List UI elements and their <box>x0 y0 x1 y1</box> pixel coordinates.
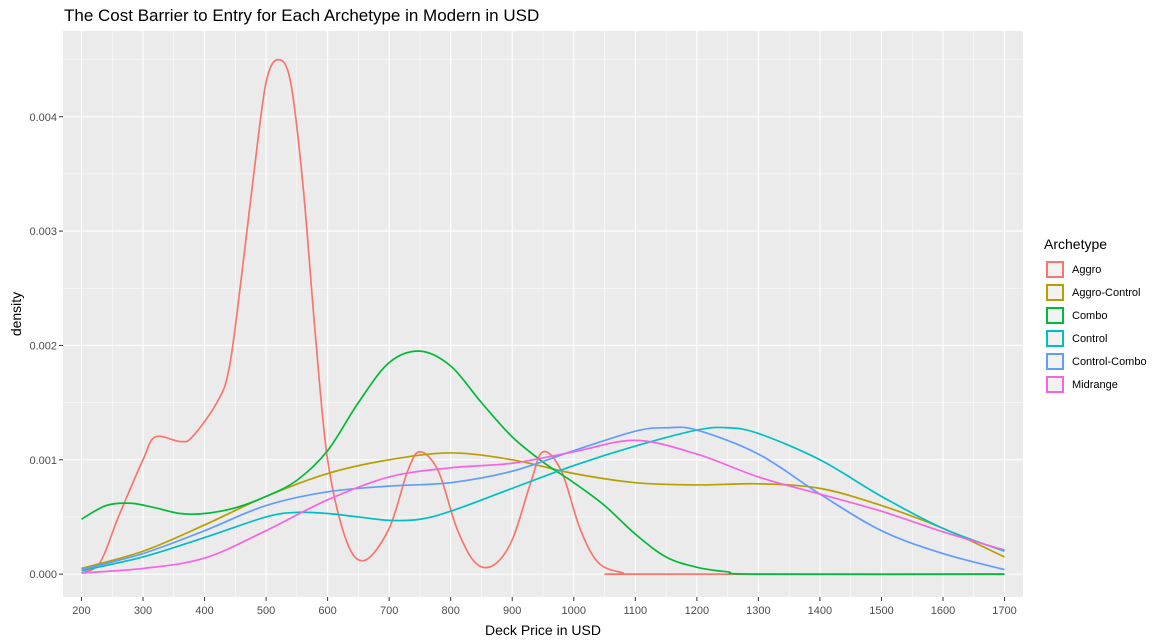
legend-label: Aggro-Control <box>1072 286 1141 299</box>
legend-item-aggro: Aggro <box>1044 258 1147 281</box>
series-line-aggro <box>81 58 1005 576</box>
legend-item-control-combo: Control-Combo <box>1044 350 1147 373</box>
legend-label: Control-Combo <box>1072 355 1147 368</box>
x-tick-label: 200 <box>72 605 90 617</box>
x-tick-label: 400 <box>195 605 213 617</box>
x-tick-label: 1600 <box>931 605 955 617</box>
legend-title: Archetype <box>1044 236 1108 252</box>
axes: 200 300 400 500 600 700 800 900 1000 1100 1200 1300… <box>29 112 1016 617</box>
legend-key-combo <box>1046 307 1064 324</box>
x-tick-label: 300 <box>134 605 152 617</box>
legend-label: Aggro <box>1072 263 1102 276</box>
x-tick-label: 1200 <box>685 605 709 617</box>
y-tick-label: 0.004 <box>29 112 57 124</box>
x-tick-label: 1100 <box>623 605 647 617</box>
legend-label: Combo <box>1072 309 1108 322</box>
legend-key-aggro <box>1046 261 1064 278</box>
y-tick-label: 0.002 <box>29 340 57 352</box>
x-tick-label: 1400 <box>808 605 832 617</box>
x-tick-label: 1000 <box>562 605 586 617</box>
legend-key-control-combo <box>1046 353 1064 370</box>
x-tick-label: 600 <box>318 605 336 617</box>
series-line-midrange <box>81 439 1005 574</box>
x-tick-label: 700 <box>380 605 398 617</box>
series-line-combo <box>81 350 1005 576</box>
x-tick-label: 1500 <box>869 605 893 617</box>
legend-label: Midrange <box>1072 378 1118 391</box>
legend-key-control <box>1046 330 1064 347</box>
legend-key-aggro-control <box>1046 284 1064 301</box>
x-tick-label: 800 <box>442 605 460 617</box>
y-axis-title: density <box>8 292 24 336</box>
y-tick-label: 0.003 <box>29 226 57 238</box>
series-line-aggro-control <box>81 452 1005 570</box>
legend-items: Aggro Aggro-Control Combo Control Control-Co… <box>1044 258 1147 396</box>
legend-item-combo: Combo <box>1044 304 1147 327</box>
legend-label: Control <box>1072 332 1108 345</box>
y-tick-label: 0.001 <box>29 455 57 467</box>
series-line-control <box>81 426 1005 572</box>
series-lines <box>81 58 1005 576</box>
y-tick-label: 0.000 <box>29 569 57 581</box>
x-tick-label: 500 <box>257 605 275 617</box>
x-tick-label: 1300 <box>746 605 770 617</box>
legend: Archetype Aggro Aggro-Control Combo Control… <box>1044 236 1147 396</box>
series-line-control-combo <box>81 426 1005 571</box>
legend-item-aggro-control: Aggro-Control <box>1044 281 1147 304</box>
chart-title: The Cost Barrier to Entry for Each Arche… <box>64 6 540 25</box>
x-tick-label: 900 <box>503 605 521 617</box>
legend-item-midrange: Midrange <box>1044 373 1147 396</box>
legend-key-midrange <box>1046 376 1064 393</box>
x-tick-label: 1700 <box>992 605 1016 617</box>
grid-lines <box>63 31 1023 597</box>
x-axis-title: Deck Price in USD <box>485 622 601 638</box>
legend-item-control: Control <box>1044 327 1147 350</box>
